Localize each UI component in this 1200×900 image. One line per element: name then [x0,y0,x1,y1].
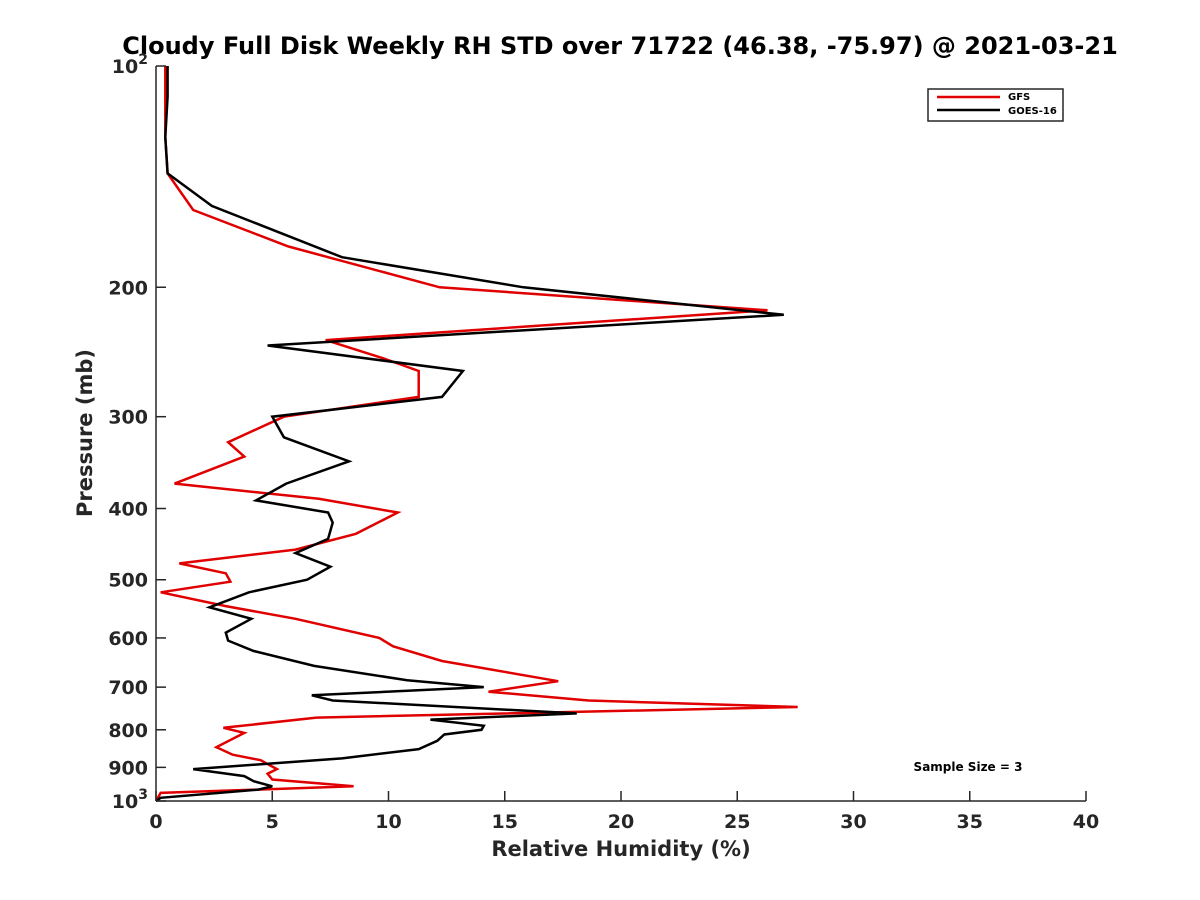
y-tick-group: 102 200 300 400 500 600 700 800 900 103 [108,52,166,813]
y-tick-label: 103 [112,787,148,813]
x-tick-group: 0 5 10 15 20 25 30 35 40 [149,791,1099,833]
y-tick-label: 300 [108,407,148,429]
x-tick-label: 35 [957,811,983,833]
y-tick-label: 600 [108,628,148,650]
y-tick-label: 700 [108,677,148,699]
legend: GFS GOES-16 [927,88,1064,122]
x-tick-label: 5 [266,811,279,833]
legend-box [927,88,1064,122]
y-tick-label: 200 [108,277,148,299]
x-tick-label: 30 [840,811,866,833]
chart-title: Cloudy Full Disk Weekly RH STD over 7172… [122,32,1118,60]
x-tick-label: 20 [608,811,634,833]
y-axis-label: Pressure (mb) [73,349,97,517]
x-tick-label: 0 [149,811,162,833]
sample-size-annotation: Sample Size = 3 [914,760,1023,774]
x-tick-label: 40 [1073,811,1099,833]
y-tick-label: 900 [108,757,148,779]
series-line-goes-16 [155,66,784,803]
series-line-gfs [154,66,798,802]
plot-area [156,66,1086,801]
x-axis-label: Relative Humidity (%) [491,837,750,861]
y-tick-label: 400 [108,499,148,521]
y-tick-label: 500 [108,570,148,592]
legend-label-gfs: GFS [1008,92,1030,103]
x-tick-label: 25 [724,811,750,833]
series-layer [154,66,798,803]
y-tick-label: 102 [112,52,148,78]
y-tick-label: 800 [108,720,148,742]
x-tick-label: 10 [375,811,401,833]
legend-label-goes-16: GOES-16 [1008,106,1057,117]
x-tick-label: 15 [492,811,518,833]
